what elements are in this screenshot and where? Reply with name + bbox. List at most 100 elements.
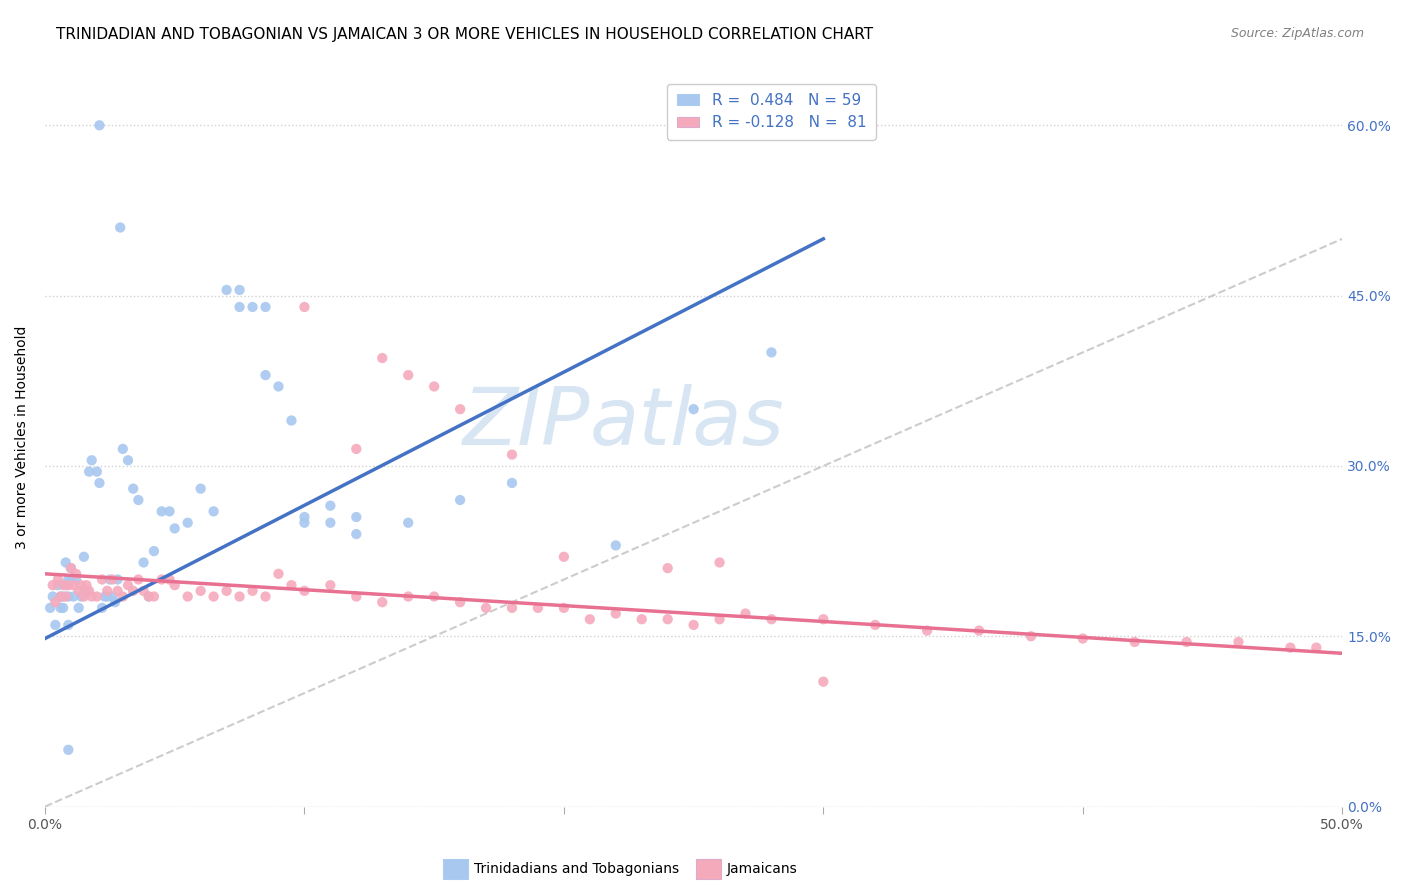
Point [89, 118, 111, 132]
Point [107, 583, 129, 598]
Point [73, 549, 96, 564]
Point [1305, 640, 1327, 655]
Point [202, 590, 225, 604]
Point [254, 590, 277, 604]
Point [86, 465, 108, 479]
Point [813, 674, 835, 689]
Text: ZIP: ZIP [463, 384, 591, 462]
Point [761, 345, 783, 359]
Point [55, 556, 77, 570]
Point [280, 578, 302, 592]
Point [117, 578, 139, 592]
Point [142, 590, 165, 604]
Point [42, 578, 65, 592]
Point [215, 583, 238, 598]
Point [449, 595, 471, 609]
Point [65, 566, 87, 581]
Point [117, 453, 139, 467]
Text: atlas: atlas [591, 384, 785, 462]
Point [1279, 640, 1302, 655]
Point [163, 521, 186, 535]
Point [254, 368, 277, 383]
Point [228, 590, 250, 604]
Point [202, 504, 225, 518]
Point [39, 600, 62, 615]
Point [142, 544, 165, 558]
Point [630, 612, 652, 626]
Point [657, 612, 679, 626]
Point [42, 590, 65, 604]
Point [55, 590, 77, 604]
Point [132, 556, 155, 570]
Point [86, 590, 108, 604]
Point [344, 442, 367, 456]
Point [91, 573, 114, 587]
Point [605, 538, 627, 552]
Point [344, 590, 367, 604]
Point [1071, 632, 1094, 646]
Point [267, 566, 290, 581]
Point [107, 573, 129, 587]
Point [80, 590, 103, 604]
Point [44, 618, 66, 632]
Point [59, 561, 82, 575]
Point [396, 516, 419, 530]
Point [242, 300, 264, 314]
Point [104, 595, 127, 609]
Point [294, 510, 316, 524]
Legend: R =  0.484   N = 59, R = -0.128   N =  81: R = 0.484 N = 59, R = -0.128 N = 81 [668, 84, 876, 139]
Point [605, 607, 627, 621]
Point [475, 600, 498, 615]
Point [344, 527, 367, 541]
Point [46, 578, 69, 592]
Point [423, 379, 446, 393]
Point [65, 573, 87, 587]
Point [709, 612, 731, 626]
Point [228, 300, 250, 314]
Point [267, 379, 290, 393]
Point [1019, 629, 1042, 643]
Point [80, 453, 103, 467]
Point [52, 590, 75, 604]
Point [813, 612, 835, 626]
Point [280, 413, 302, 427]
Point [52, 578, 75, 592]
Point [59, 561, 82, 575]
Point [319, 578, 342, 592]
Point [294, 583, 316, 598]
Point [150, 573, 173, 587]
Text: Source: ZipAtlas.com: Source: ZipAtlas.com [1230, 27, 1364, 40]
Point [967, 624, 990, 638]
Point [62, 578, 84, 592]
Point [101, 573, 124, 587]
Point [682, 618, 704, 632]
Point [396, 590, 419, 604]
Point [96, 583, 118, 598]
Point [682, 402, 704, 417]
Point [294, 300, 316, 314]
Point [215, 283, 238, 297]
Point [294, 516, 316, 530]
Point [46, 573, 69, 587]
Point [62, 590, 84, 604]
Point [70, 578, 93, 592]
Point [579, 612, 602, 626]
Point [58, 590, 80, 604]
Text: TRINIDADIAN AND TOBAGONIAN VS JAMAICAN 3 OR MORE VEHICLES IN HOUSEHOLD CORRELATI: TRINIDADIAN AND TOBAGONIAN VS JAMAICAN 3… [56, 27, 873, 42]
Point [55, 578, 77, 592]
Point [111, 442, 134, 456]
Point [96, 590, 118, 604]
Point [176, 590, 198, 604]
Point [150, 504, 173, 518]
Point [254, 300, 277, 314]
Point [49, 590, 72, 604]
Point [319, 499, 342, 513]
Point [242, 583, 264, 598]
Point [527, 600, 550, 615]
Point [122, 482, 145, 496]
Point [865, 618, 887, 632]
Point [89, 475, 111, 490]
Point [49, 590, 72, 604]
Point [1123, 635, 1146, 649]
Point [176, 516, 198, 530]
